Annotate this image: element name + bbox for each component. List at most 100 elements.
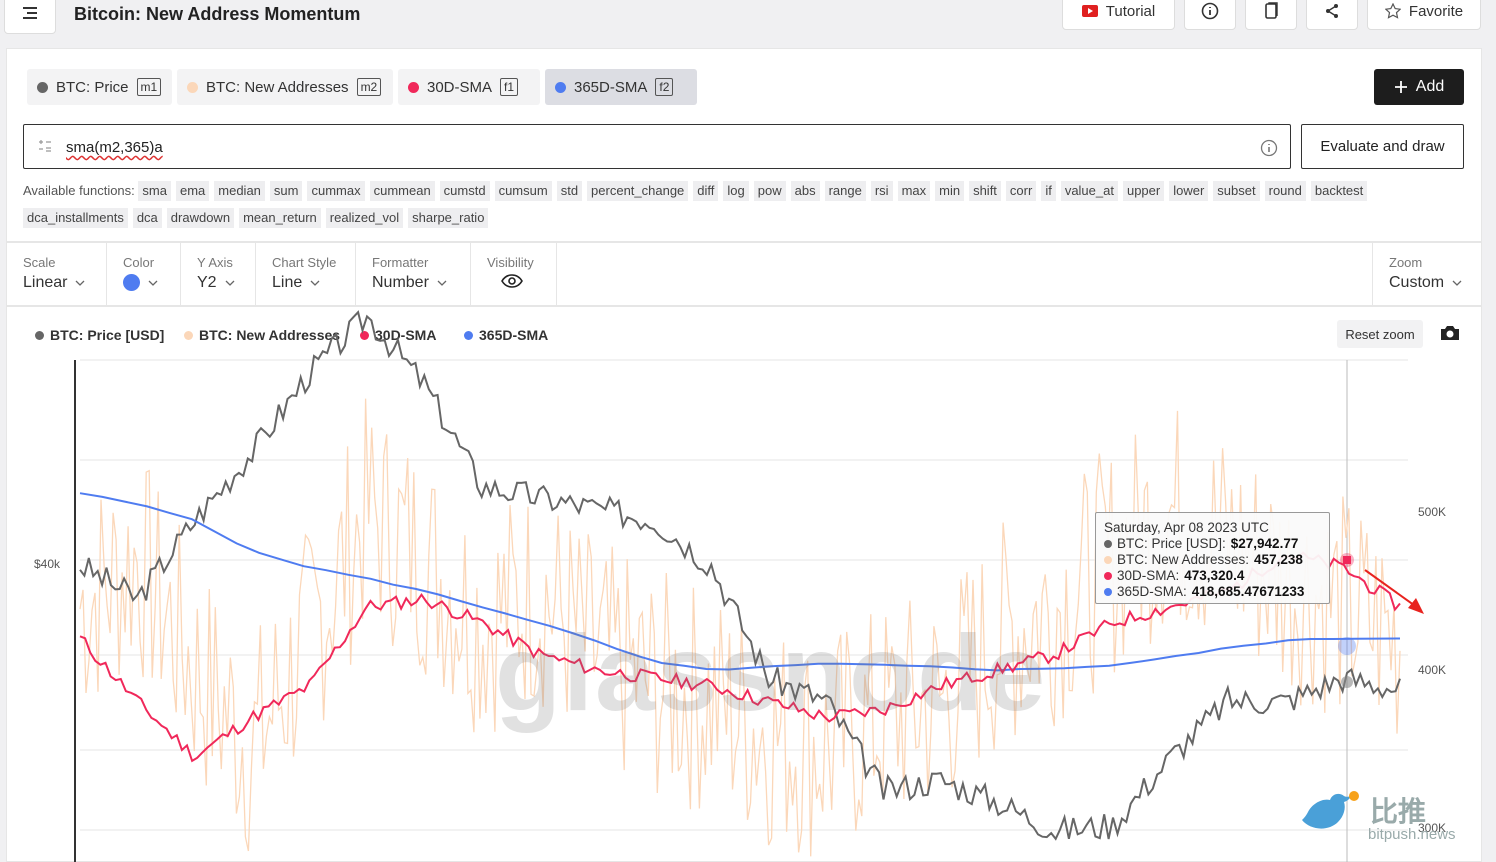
marker-price [1341,676,1353,688]
color-setting[interactable]: Color [107,243,181,305]
function-chip[interactable]: diff [693,181,719,201]
page-title: Bitcoin: New Address Momentum [74,4,361,24]
glassnode-watermark: glassnode [495,612,1048,733]
setting-value: Custom [1389,274,1445,291]
legend-label: 365D-SMA [479,327,549,343]
info-icon[interactable] [1260,139,1278,157]
tooltip-dot-icon [1104,556,1112,564]
function-chip[interactable]: lower [1169,181,1209,201]
chevron-down-icon [437,280,447,286]
chevron-down-icon [148,280,158,286]
function-chip[interactable]: sharpe_ratio [408,208,489,228]
function-chip[interactable]: min [935,181,965,201]
y2-axis-tick: 300K [1418,821,1447,835]
function-chip[interactable]: cummean [369,181,435,201]
function-chip[interactable]: mean_return [239,208,321,228]
legend-30d-sma[interactable]: 30D-SMA [360,327,436,343]
formatter-setting[interactable]: Formatter Number [356,243,471,305]
legend-label: BTC: New Addresses [199,327,341,343]
tooltip-label: BTC: Price [USD]: [1117,536,1226,551]
function-chip[interactable]: subset [1213,181,1260,201]
metric-tag: m2 [356,78,382,96]
function-chip[interactable]: cummax [307,181,365,201]
y-axis-setting[interactable]: Y Axis Y2 [181,243,256,305]
legend-365d-sma[interactable]: 365D-SMA [464,327,548,343]
metric-chip-365d-sma[interactable]: 365D-SMA f2 [545,69,697,105]
function-chip[interactable]: ema [175,181,210,201]
visibility-setting[interactable]: Visibility [471,243,557,305]
chart-settings: Scale Linear Color Y Axis Y2 Chart Style… [6,242,1482,306]
camera-icon[interactable] [1439,324,1461,342]
function-chip[interactable]: max [897,181,931,201]
tooltip-dot-icon [1104,540,1112,548]
legend-label: 30D-SMA [375,327,437,343]
function-chip[interactable]: value_at [1060,181,1118,201]
function-chip[interactable]: drawdown [166,208,235,228]
function-chip[interactable]: shift [969,181,1001,201]
metric-tag: m1 [136,78,162,96]
y2-axis-tick: 500K [1418,505,1447,519]
function-chip[interactable]: median [214,181,265,201]
function-chip[interactable]: round [1264,181,1306,201]
function-chip[interactable]: pow [753,181,786,201]
evaluate-button[interactable]: Evaluate and draw [1301,124,1464,169]
chevron-down-icon [225,280,235,286]
zoom-setting[interactable]: Zoom Custom [1372,243,1482,305]
share-button[interactable] [1306,0,1358,30]
arrow-annotation [1364,569,1419,609]
function-chip[interactable]: percent_change [587,181,689,201]
function-chip[interactable]: rsi [870,181,893,201]
function-chip[interactable]: if [1041,181,1056,201]
formula-input[interactable]: sma(m2,365)a [23,124,1291,169]
metric-tag: f2 [655,78,674,96]
copy-icon [1265,2,1278,19]
function-chip[interactable]: dca_installments [23,208,128,228]
function-chip[interactable]: range [824,181,866,201]
copy-button[interactable] [1245,0,1297,30]
reset-zoom-button[interactable]: Reset zoom [1337,320,1423,348]
function-chip[interactable]: corr [1005,181,1037,201]
metric-chip-price[interactable]: BTC: Price m1 [27,69,172,105]
function-chip[interactable]: dca [132,208,162,228]
metric-label: 365D-SMA [574,78,648,96]
tooltip-dot-icon [1104,588,1112,596]
legend-dot-icon [360,330,369,340]
legend-new-addresses[interactable]: BTC: New Addresses [184,327,340,343]
tutorial-button[interactable]: Tutorial [1062,0,1175,30]
tooltip-value: 418,685.47671233 [1191,584,1305,599]
metric-chip-new-addresses[interactable]: BTC: New Addresses m2 [177,69,393,105]
info-button[interactable] [1184,0,1236,30]
menu-icon [23,7,37,19]
function-chip[interactable]: abs [790,181,820,201]
function-chip[interactable]: upper [1122,181,1165,201]
function-chip[interactable]: backtest [1310,181,1368,201]
favorite-button[interactable]: Favorite [1367,0,1481,30]
setting-label: Zoom [1389,255,1423,270]
metric-tag: f1 [500,78,519,96]
function-chip[interactable]: cumsum [494,181,552,201]
legend-dot-icon [464,330,473,340]
chevron-down-icon [1452,280,1462,286]
metric-chip-30d-sma[interactable]: 30D-SMA f1 [398,69,540,105]
function-chip[interactable]: cumstd [439,181,490,201]
setting-value: Line [272,274,303,291]
function-chip[interactable]: realized_vol [325,208,404,228]
function-chip[interactable]: sma [138,181,171,201]
add-button[interactable]: Add [1374,69,1464,105]
scale-setting[interactable]: Scale Linear [7,243,107,305]
function-chip[interactable]: sum [269,181,303,201]
functions-wrap: sma ema median sum cummax cummean cumstd cumsum… [23,181,1372,228]
setting-value: Number [372,274,429,291]
function-chip[interactable]: std [556,181,583,201]
youtube-icon [1081,5,1098,17]
setting-label: Chart Style [272,255,337,270]
legend-price[interactable]: BTC: Price [USD] [35,327,164,343]
chart-style-setting[interactable]: Chart Style Line [256,243,356,305]
function-chip[interactable]: log [723,181,749,201]
menu-button[interactable] [4,0,56,34]
share-icon [1326,4,1338,18]
chevron-down-icon [310,280,320,286]
metric-label: BTC: New Addresses [206,78,349,96]
info-icon [1201,2,1219,20]
tooltip-value: 457,238 [1254,552,1303,567]
